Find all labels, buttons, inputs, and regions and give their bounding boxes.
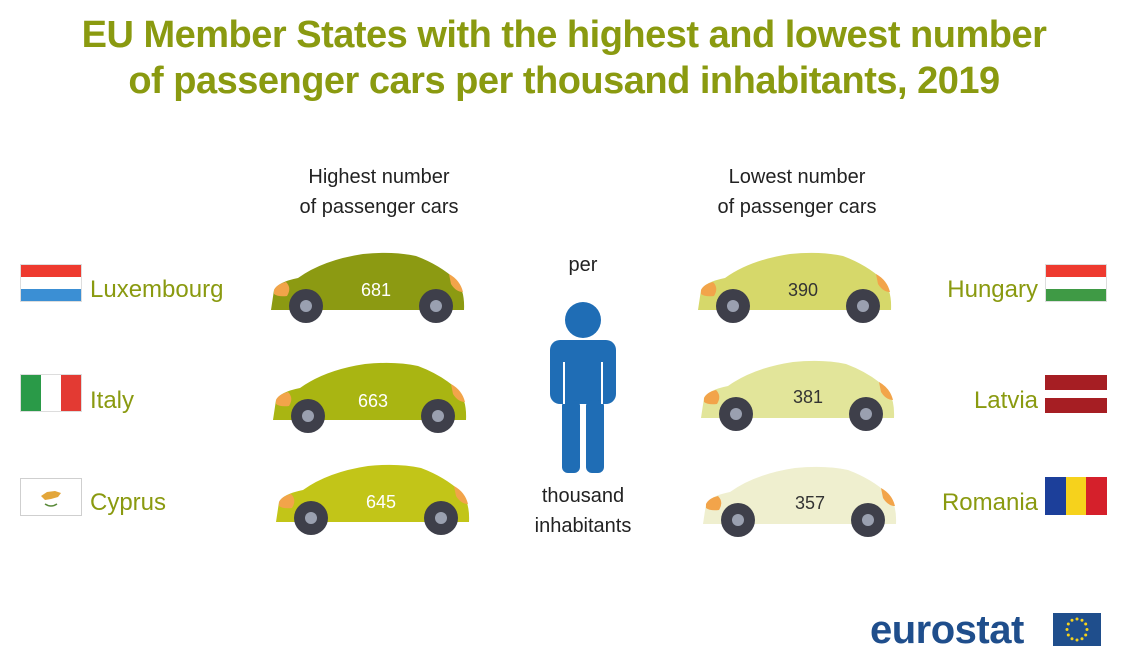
car-icon <box>698 252 892 323</box>
data-label: 381 <box>792 387 824 407</box>
data-label: 390 <box>787 280 819 300</box>
country-label: Hungary <box>947 276 1038 303</box>
per-thousand-inhabitants-label: thousand inhabitants <box>503 481 663 541</box>
country-label: Luxembourg <box>90 276 224 303</box>
car-bar <box>273 462 473 537</box>
car-bar <box>695 250 895 325</box>
highest-header-line-2: of passenger cars <box>299 196 459 218</box>
latvia-flag-icon <box>1045 375 1107 413</box>
chart-title: EU Member States with the highest and lo… <box>0 12 1128 104</box>
lowest-header-line-1: Lowest number <box>728 166 866 188</box>
car-icon <box>276 464 470 535</box>
lowest-header-line-2: of passenger cars <box>717 196 877 218</box>
country-label: Italy <box>90 387 135 414</box>
lowest-header: Lowest number of passenger cars <box>677 162 917 222</box>
cyprus-flag-icon <box>20 478 82 516</box>
data-label: 357 <box>794 493 826 513</box>
per-label: per <box>568 254 598 276</box>
car-bar <box>270 360 470 435</box>
luxembourg-flag-icon <box>20 264 82 302</box>
car-bar <box>268 250 468 325</box>
data-label: 645 <box>365 492 397 512</box>
thousand-label: thousand <box>541 485 625 507</box>
country-label: Cyprus <box>90 489 167 516</box>
romania-flag-icon <box>1045 477 1108 515</box>
eurostat-logo: eurostat <box>870 608 1024 652</box>
data-label: 663 <box>357 391 389 411</box>
car-icon <box>273 362 467 433</box>
car-icon <box>271 252 465 323</box>
highest-header: Highest number of passenger cars <box>259 162 499 222</box>
country-label: Latvia <box>973 387 1038 414</box>
highest-header-line-1: Highest number <box>308 166 450 188</box>
car-icon <box>701 360 895 431</box>
car-bar <box>700 464 900 539</box>
country-label: Romania <box>941 489 1038 516</box>
inhabitants-label: inhabitants <box>534 515 632 537</box>
car-icon <box>703 466 897 537</box>
title-line-2: of passenger cars per thousand inhabitan… <box>128 60 1000 102</box>
title-line-1: EU Member States with the highest and lo… <box>81 14 1047 56</box>
person-icon <box>548 300 618 475</box>
car-bar <box>698 358 898 433</box>
eu-flag-icon <box>1053 613 1101 646</box>
hungary-flag-icon <box>1045 264 1107 302</box>
data-label: 681 <box>360 280 392 300</box>
italy-flag-icon <box>20 374 82 412</box>
